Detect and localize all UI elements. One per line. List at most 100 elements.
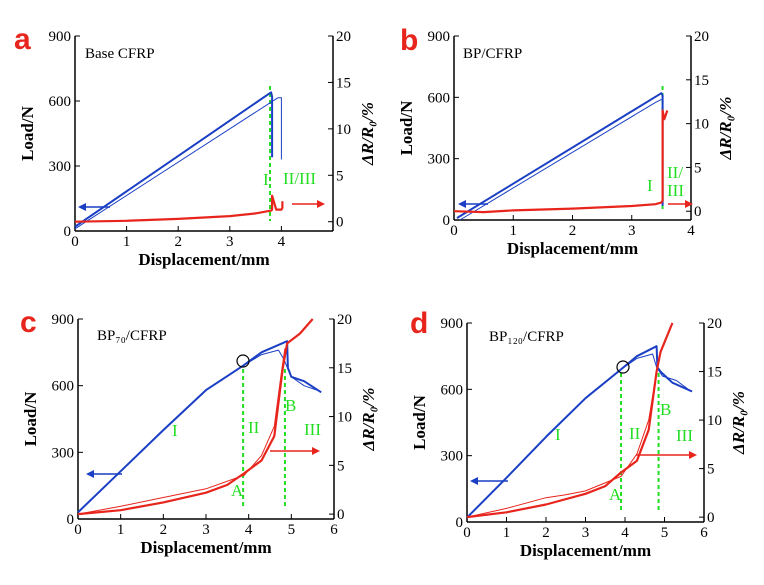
resistance-curve-2 [77,318,314,516]
x-tick-label: 5 [661,525,669,541]
resistance-axis-arrow-head [685,200,693,208]
load-axis-arrow-head [470,477,478,485]
y-tick-label: 0 [443,213,451,229]
y2-tick-label: 0 [337,507,345,523]
y-tick-label: 900 [52,312,75,328]
y-tick-label: 600 [428,90,451,106]
load-axis-arrow-head [86,470,94,478]
load-curve-0 [77,340,322,514]
y-tick-label: 300 [428,152,451,168]
x-tick-label: 6 [330,522,338,538]
x-tick-label: 0 [463,525,471,541]
x-tick-label: 5 [288,522,296,538]
panel-title: Base CFRP [85,46,155,62]
y2-tick-label: 5 [694,160,702,176]
y-axis-title: Load/N [397,100,416,156]
panel-a: a 0 1 2 3 4 0 300 600 900 0 5 10 15 20 Displacement/mm L… [14,23,377,269]
panel-letter: b [400,24,418,57]
x-tick-label: 2 [160,522,168,538]
y-tick-label: 300 [441,449,464,465]
y-axis-title: Load/N [21,391,40,447]
y2-tick-label: 0 [707,510,715,526]
load-curve-1 [74,97,282,230]
resistance-curve-2 [466,322,674,519]
x-tick-label: 4 [245,522,253,538]
y-tick-label: 600 [49,94,72,110]
load-curve-0 [466,345,693,519]
panel-title: BP₇₀/CFRP [97,328,167,344]
resistance-axis-arrow-head [689,451,697,459]
x-tick-label: 4 [621,525,629,541]
panel-d: d0 1 2 3 4 5 6030060090005101520Displacement/m… [410,307,748,560]
panel-title: BP/CFRP [463,46,522,62]
y2-tick-label: 0 [336,215,344,231]
y2-tick-label: 20 [337,312,352,328]
panel-b: b 0 1 2 3 4 0 300 600 900 0 5 10 15 20 Displacement/mm L… [397,24,735,258]
load-axis-arrow-head [458,200,466,208]
y2-tick-label: 10 [707,413,722,429]
y-tick-label: 300 [52,445,75,461]
y2-tick-label: 10 [337,410,352,426]
resistance-curve-3 [466,371,658,518]
y2-axis-title: ΔR/R₀/% [359,388,378,452]
stage-label: I [555,425,561,444]
stage-label: I [647,176,653,195]
y2-tick-label: 20 [707,316,722,332]
stage-label: III [676,426,693,445]
stage-label: I [172,421,178,440]
y-tick-label: 0 [67,512,75,528]
point-label: B [285,396,296,415]
resistance-curve-2 [74,194,284,223]
y2-tick-label: 10 [694,117,709,133]
resistance-curve-2 [453,109,669,214]
y-tick-label: 0 [456,515,464,531]
x-tick-label: 3 [628,223,636,239]
x-axis-title: Displacement/mm [140,538,271,557]
stage-label: II/ [667,163,683,182]
x-tick-label: 1 [510,223,518,239]
x-tick-label: 0 [74,522,82,538]
resistance-curve-3 [77,348,286,515]
y-tick-label: 900 [428,29,451,45]
stage-label: II [248,418,260,437]
x-tick-label: 2 [542,525,550,541]
x-axis-title: Displacement/mm [507,239,638,258]
y2-axis-title: ΔR/R₀/% [716,97,735,161]
y2-tick-label: 0 [694,204,702,220]
resistance-axis-arrow-head [317,200,325,208]
load-axis-arrow-head [78,203,86,211]
y2-axis-title: ΔR/R₀/% [729,391,748,455]
panel-letter: a [14,23,31,56]
panel-title: BP₁₂₀/CFRP [489,329,564,345]
y2-tick-label: 5 [336,168,344,184]
load-curve-0 [74,91,274,228]
y2-tick-label: 20 [694,29,709,45]
y-tick-label: 300 [49,159,72,175]
y-tick-label: 900 [49,29,72,45]
point-label: A [231,481,244,500]
y-axis-title: Load/N [18,105,37,161]
load-curve-1 [459,98,662,221]
y2-tick-label: 15 [694,73,709,89]
y-tick-label: 600 [441,382,464,398]
panel-letter: d [410,307,428,340]
load-curve-0 [456,92,664,219]
y2-tick-label: 5 [337,458,345,474]
x-axis-title: Displacement/mm [138,250,269,269]
x-tick-label: 0 [71,234,79,250]
x-axis-title: Displacement/mm [520,541,651,560]
y-axis-title: Load/N [410,394,429,450]
panel-c: c0 1 2 3 4 5 6030060090005101520Displacement/m… [20,306,378,557]
y2-tick-label: 5 [707,462,715,478]
point-label: B [660,400,671,419]
x-tick-label: 2 [174,234,182,250]
x-tick-label: 4 [278,234,286,250]
stage-label: I [263,170,269,189]
x-tick-label: 3 [582,525,590,541]
resistance-axis-arrow-head [312,447,320,455]
y2-tick-label: 15 [336,75,351,91]
y2-tick-label: 15 [337,361,352,377]
y2-tick-label: 15 [707,365,722,381]
x-tick-label: 6 [700,525,708,541]
y-tick-label: 600 [52,379,75,395]
